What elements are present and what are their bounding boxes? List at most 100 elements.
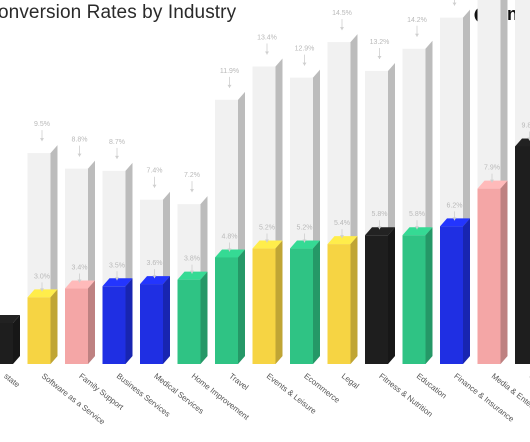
top-quartile-label: 12.9% — [295, 46, 315, 53]
top-quartile-bar-top — [365, 62, 395, 71]
median-bar-top — [102, 278, 133, 287]
category-label: Software as a Service — [40, 371, 107, 426]
median-arrow-head — [340, 235, 344, 239]
bar-group-10 — [365, 62, 395, 365]
median-bar-side — [313, 240, 320, 364]
top-quartile-label: 9.5% — [34, 121, 50, 128]
bar-group-5 — [177, 196, 208, 364]
top-quartile-arrow-head — [40, 138, 44, 142]
top-quartile-bar-top — [440, 9, 470, 18]
top-quartile-bar-top — [252, 58, 283, 67]
median-bar-front — [0, 323, 13, 364]
top-quartile-bar-top — [27, 145, 58, 154]
median-bar-front — [140, 284, 163, 364]
median-arrow-head — [265, 239, 269, 243]
top-quartile-label: 13.4% — [257, 35, 277, 42]
median-bar-front — [440, 226, 463, 364]
median-bar-side — [13, 315, 20, 364]
median-bar-top — [27, 289, 58, 298]
median-bar-top — [440, 218, 470, 227]
median-bar-top — [177, 271, 208, 280]
median-arrow-head — [452, 217, 457, 221]
median-bar-front — [515, 146, 530, 364]
bar-group-14 — [515, 0, 530, 365]
median-arrow-head — [302, 239, 307, 243]
bar-group-12 — [440, 9, 470, 365]
median-bar-front — [402, 235, 426, 364]
category-label: Education — [415, 371, 449, 400]
top-quartile-bar-top — [102, 162, 133, 171]
median-label: 3.4% — [72, 265, 88, 272]
median-label: 5.2% — [259, 225, 275, 232]
top-quartile-label: 11.9% — [220, 68, 239, 75]
median-bar-side — [125, 278, 133, 364]
median-bar-front — [27, 297, 51, 364]
bar-group-1 — [27, 145, 58, 364]
median-bar — [27, 289, 58, 364]
median-arrow-head — [227, 248, 232, 252]
median-bar-top — [327, 236, 358, 245]
top-quartile-arrow-head — [265, 51, 269, 55]
median-arrow-head — [115, 277, 119, 281]
median-label: 4.8% — [222, 233, 238, 240]
top-quartile-bar-top — [177, 196, 208, 205]
bar-group-6 — [215, 91, 245, 364]
top-quartile-arrow-head — [115, 155, 119, 159]
top-quartile-arrow-head — [415, 33, 419, 37]
median-label: 7.9% — [484, 165, 500, 172]
median-bar — [252, 240, 283, 364]
top-quartile-label: 8.8% — [72, 137, 88, 144]
median-bar-front — [215, 257, 238, 364]
median-label: 3.6% — [147, 260, 163, 267]
median-bar-front — [177, 279, 201, 364]
median-bar-front — [327, 244, 351, 364]
bar-group-7 — [252, 58, 283, 365]
category-label: Travel — [227, 371, 250, 392]
bar-group-9 — [327, 34, 358, 364]
top-quartile-label: 14.5% — [332, 10, 352, 17]
median-bar-side — [88, 280, 95, 364]
median-bar-top — [0, 315, 20, 323]
median-bar-front — [252, 248, 276, 364]
median-bar — [365, 227, 395, 364]
median-label: 5.2% — [297, 225, 313, 232]
median-bar-side — [425, 227, 433, 364]
median-label: 5.4% — [334, 220, 350, 227]
top-quartile-bar-top — [290, 69, 320, 78]
median-label: 9.8% — [522, 122, 530, 129]
category-label: Legal — [340, 371, 361, 390]
median-label: 3.8% — [184, 256, 200, 263]
median-bar — [0, 315, 20, 364]
median-label: 3.5% — [109, 262, 125, 269]
median-arrow-head — [490, 179, 494, 183]
median-bar — [290, 240, 320, 364]
top-quartile-bar-top — [140, 191, 170, 200]
median-bar-top — [65, 280, 95, 289]
top-quartile-label: 13.2% — [370, 39, 390, 46]
median-bar-top — [290, 240, 320, 249]
top-quartile-bar-top — [402, 40, 433, 49]
top-quartile-arrow-head — [340, 27, 344, 31]
top-quartile-arrow-head — [227, 84, 232, 88]
median-bar-side — [238, 249, 245, 364]
median-bar-top — [477, 180, 508, 189]
median-label: 3.0% — [34, 273, 50, 280]
median-label: 5.8% — [372, 211, 388, 218]
median-bar-side — [163, 276, 170, 364]
bar-group-2 — [65, 160, 95, 364]
median-bar — [440, 218, 470, 364]
top-quartile-bar-top — [215, 91, 245, 100]
median-bar-side — [350, 236, 358, 364]
median-bar-top — [140, 276, 170, 285]
median-bar-front — [365, 235, 388, 364]
category-label: state — [2, 371, 22, 389]
top-quartile-label: 8.7% — [109, 139, 125, 146]
bar-group-3 — [102, 162, 133, 364]
median-bar — [515, 138, 530, 364]
median-bar — [65, 280, 95, 364]
median-bar — [140, 276, 170, 364]
top-quartile-bar-top — [65, 160, 95, 169]
bar-group-11 — [402, 40, 433, 364]
median-bar — [327, 236, 358, 364]
